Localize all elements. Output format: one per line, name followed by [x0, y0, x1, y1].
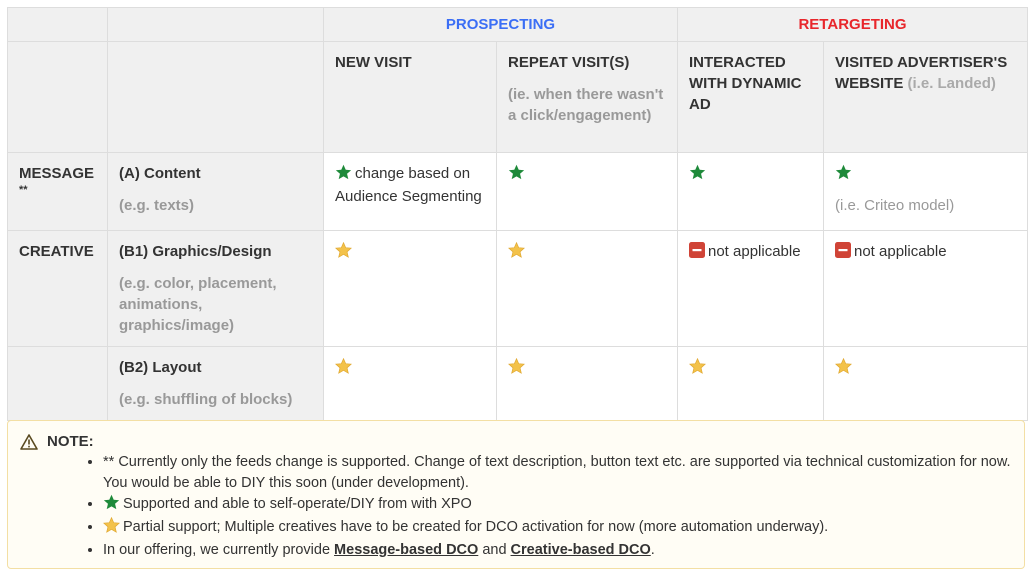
group-retargeting: RETARGETING	[677, 7, 1028, 42]
table-row: CREATIVE (B1) Graphics/Design (e.g. color,…	[7, 230, 1028, 347]
group-prospecting: PROSPECTING	[323, 7, 678, 42]
row-category: MESSAGE **	[7, 152, 108, 231]
matrix-cell	[677, 152, 824, 231]
row-category: CREATIVE	[7, 230, 108, 347]
matrix-cell	[323, 346, 497, 421]
matrix-cell: not applicable	[823, 230, 1028, 347]
matrix-cell	[823, 346, 1028, 421]
matrix-cell	[496, 152, 678, 231]
feature-example: (e.g. shuffling of blocks)	[119, 391, 293, 408]
star-partial-icon	[835, 357, 852, 380]
feature-label: (A) Content	[119, 165, 201, 182]
col-title: REPEAT VISIT(S)	[508, 54, 630, 71]
row-feature: (A) Content (e.g. texts)	[107, 152, 324, 231]
note-text: Partial support; Multiple creatives have…	[123, 519, 829, 535]
dco-matrix-table: PROSPECTING RETARGETING NEW VISIT REPEAT…	[7, 7, 1028, 421]
star-partial-icon	[508, 357, 525, 380]
table-row: (B2) Layout (e.g. shuffling of blocks)	[7, 346, 1028, 421]
minus-icon	[689, 242, 705, 264]
feature-label: (B2) Layout	[119, 359, 202, 376]
cell-text: change based on Audience Segmenting	[335, 165, 482, 205]
matrix-cell: change based on Audience Segmenting	[323, 152, 497, 231]
corner-cell	[107, 41, 324, 153]
note-panel: NOTE: ** Currently only the feeds change…	[7, 420, 1025, 569]
matrix-cell	[677, 346, 824, 421]
col-header-repeat-visit: REPEAT VISIT(S) (ie. when there wasn't a …	[496, 41, 678, 153]
star-full-icon	[103, 494, 120, 517]
note-text: and	[478, 542, 511, 558]
matrix-cell	[323, 230, 497, 347]
category-mark: **	[19, 184, 28, 196]
note-text: .	[650, 542, 655, 558]
star-full-icon	[835, 164, 852, 186]
note-text: ** Currently only the feeds change is su…	[103, 454, 1011, 491]
minus-icon	[835, 242, 851, 264]
corner-cell	[7, 7, 108, 42]
star-full-icon	[335, 164, 352, 186]
note-item: ** Currently only the feeds change is su…	[103, 452, 1012, 494]
note-text: In our offering, we currently provide	[103, 542, 335, 558]
corner-cell	[7, 41, 108, 153]
star-full-icon	[689, 164, 706, 186]
note-title: NOTE:	[47, 433, 94, 450]
feature-example: (e.g. texts)	[119, 197, 195, 214]
star-partial-icon	[335, 357, 352, 380]
star-full-icon	[508, 164, 525, 186]
col-title: INTERACTED WITH DYNAMIC AD	[689, 54, 802, 113]
star-partial-icon	[508, 241, 525, 264]
cell-text: not applicable	[854, 243, 947, 260]
feature-label: (B1) Graphics/Design	[119, 243, 272, 260]
matrix-cell	[496, 230, 678, 347]
cell-note: (i.e. Criteo model)	[835, 197, 955, 214]
creative-based-dco-link[interactable]: Creative-based DCO	[510, 542, 651, 558]
cell-text: not applicable	[708, 243, 801, 260]
star-partial-icon	[689, 357, 706, 380]
table-row: MESSAGE ** (A) Content (e.g. texts) change b…	[7, 152, 1028, 231]
row-feature: (B2) Layout (e.g. shuffling of blocks)	[107, 346, 324, 421]
message-based-dco-link[interactable]: Message-based DCO	[334, 542, 479, 558]
col-header-visited: VISITED ADVERTISER'S WEBSITE (i.e. Lande…	[823, 41, 1028, 153]
col-note: (i.e. Landed)	[907, 75, 996, 92]
category-label: MESSAGE	[19, 165, 95, 182]
col-note: (ie. when there wasn't a click/engagemen…	[508, 86, 664, 124]
matrix-cell: (i.e. Criteo model)	[823, 152, 1028, 231]
note-list: ** Currently only the feeds change is su…	[20, 452, 1012, 561]
matrix-cell	[496, 346, 678, 421]
category-label: CREATIVE	[19, 243, 94, 260]
note-text: Supported and able to self-operate/DIY f…	[123, 496, 472, 512]
col-header-new-visit: NEW VISIT	[323, 41, 497, 153]
col-header-interacted: INTERACTED WITH DYNAMIC AD	[677, 41, 824, 153]
corner-cell	[107, 7, 324, 42]
row-category	[7, 346, 108, 421]
col-title: NEW VISIT	[335, 54, 412, 71]
matrix-cell: not applicable	[677, 230, 824, 347]
star-partial-icon	[103, 516, 120, 540]
note-item: Supported and able to self-operate/DIY f…	[103, 494, 1012, 517]
note-item: Partial support; Multiple creatives have…	[103, 516, 1012, 540]
feature-example: (e.g. color, placement, animations, grap…	[119, 275, 277, 334]
warning-icon	[20, 433, 38, 450]
note-item: In our offering, we currently provide Me…	[103, 540, 1012, 561]
star-partial-icon	[335, 241, 352, 264]
col-title: VISITED ADVERTISER'S WEBSITE	[835, 54, 1008, 92]
row-feature: (B1) Graphics/Design (e.g. color, placeme…	[107, 230, 324, 347]
